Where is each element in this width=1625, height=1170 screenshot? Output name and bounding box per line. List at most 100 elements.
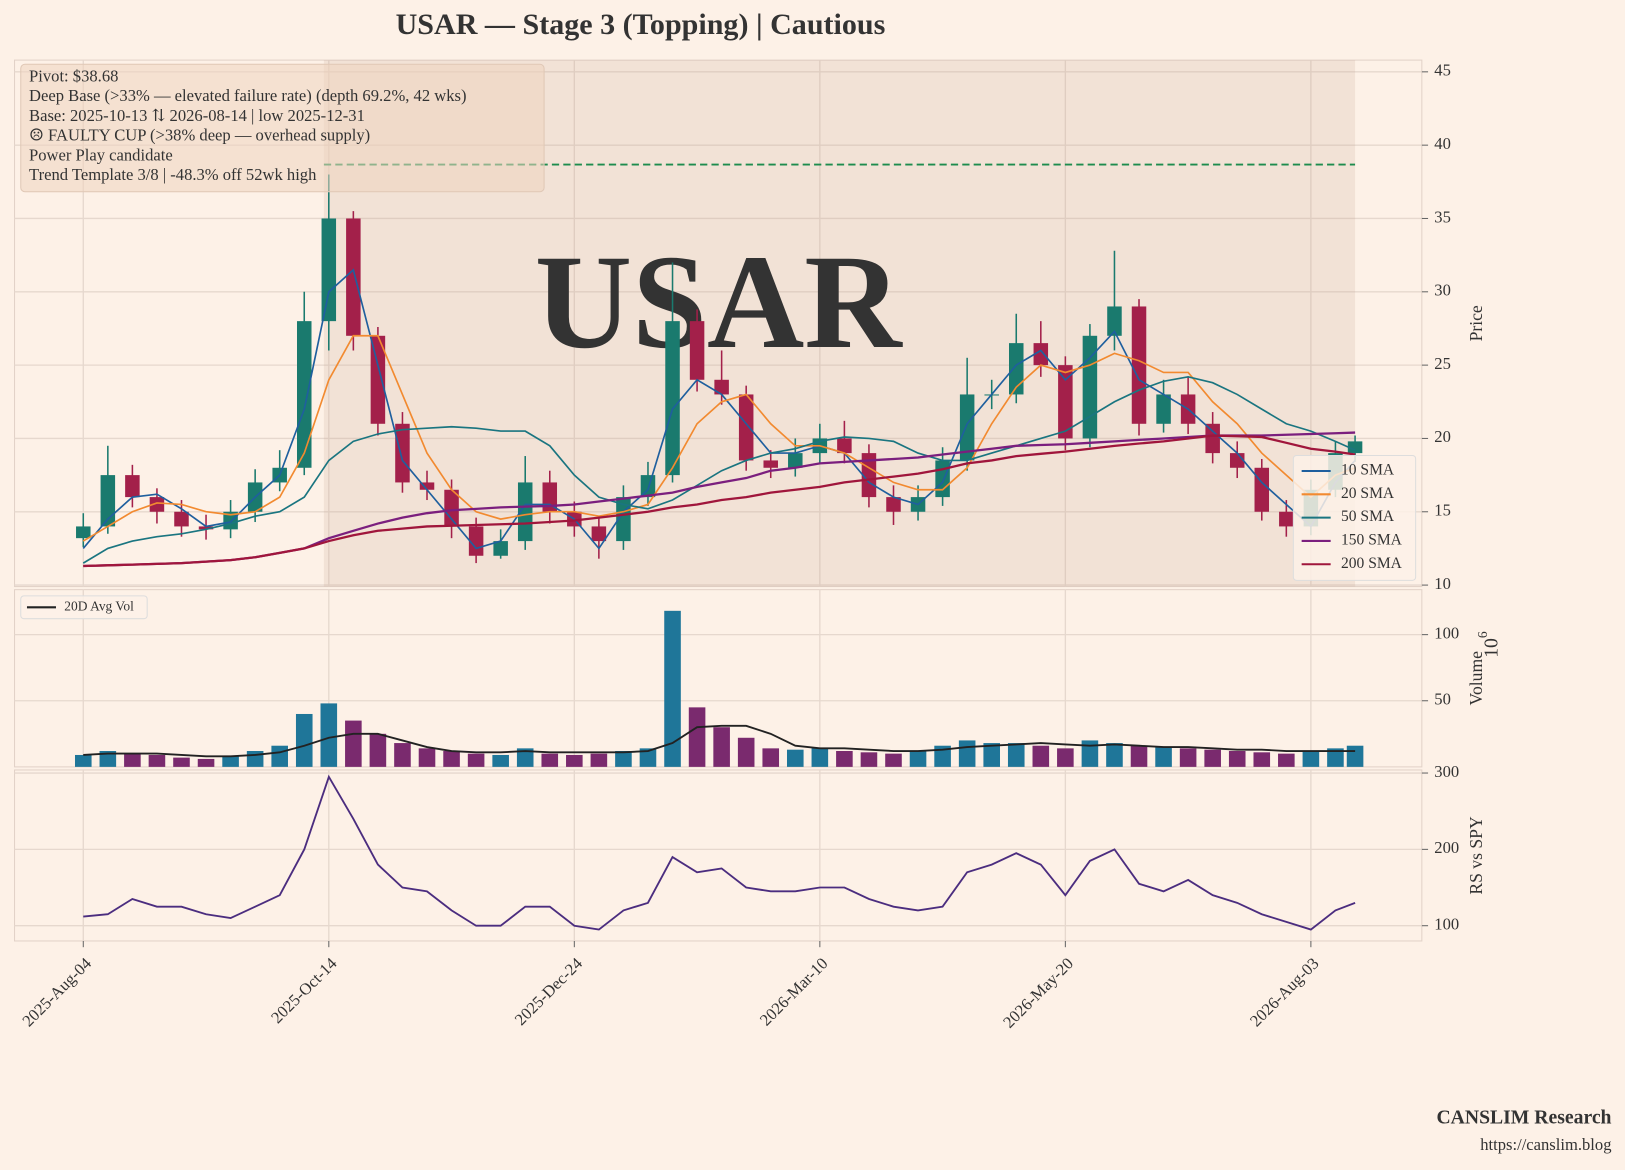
candle-body (76, 526, 91, 539)
candle-body (738, 394, 754, 461)
y-tick-label: 40 (1434, 134, 1451, 153)
y-tick-label: 30 (1434, 281, 1451, 300)
volume-bar (885, 753, 902, 767)
annotation-text: Trend Template 3/8 | -48.3% off 52wk hig… (29, 165, 317, 184)
volume-bar (1327, 748, 1344, 767)
candle-body (395, 423, 410, 483)
volume-bar (1130, 745, 1148, 767)
volume-bar (1278, 753, 1295, 767)
volume-bar (148, 754, 166, 767)
volume-bar (124, 753, 141, 767)
candle-body (1254, 467, 1270, 512)
candle-body (1279, 511, 1294, 527)
volume-bar (664, 610, 681, 767)
candle-body (444, 489, 459, 527)
volume-bar (173, 757, 190, 767)
volume-bar (443, 751, 460, 767)
volume-bar (394, 743, 411, 767)
y-tick-label: 100 (1434, 623, 1459, 642)
y-axis-label: Volume (1466, 651, 1486, 706)
legend-label: 20D Avg Vol (64, 598, 134, 613)
volume-bar (1346, 745, 1364, 767)
volume-bar (958, 740, 976, 767)
watermark: USAR (535, 228, 904, 377)
sma-line (82, 375, 1356, 564)
y-tick-label: 35 (1434, 207, 1451, 226)
y-axis-label: Price (1466, 305, 1486, 341)
annotation-box (20, 63, 545, 193)
candle-body (1156, 394, 1171, 424)
annotation-text: Power Play candidate (29, 145, 173, 164)
candle-body (1131, 306, 1147, 424)
volume-bar (222, 756, 239, 767)
candle-body (517, 482, 533, 542)
volume-bar (1106, 743, 1123, 767)
legend-label: 150 SMA (1341, 532, 1403, 549)
y-tick-label: 45 (1434, 61, 1451, 80)
sma-line (82, 334, 1356, 542)
y-tick-label: 50 (1434, 690, 1451, 709)
candle-body (419, 482, 435, 490)
candle-body (837, 438, 852, 454)
volume-bar (590, 753, 608, 767)
candle-body (174, 511, 189, 527)
candle-body (714, 379, 729, 395)
y-tick-label: 10 (1434, 574, 1451, 593)
volume-bar (1155, 747, 1172, 767)
candle-body (665, 321, 680, 476)
volume-bar (1007, 743, 1025, 767)
volume-bar (492, 754, 509, 767)
candle-body (198, 526, 214, 530)
volume-bar (786, 749, 804, 767)
candle-body (861, 453, 877, 498)
y-tick-label: 200 (1434, 838, 1459, 857)
candle-body (1009, 343, 1024, 395)
y-tick-label: 20 (1434, 427, 1451, 446)
volume-bar (1228, 751, 1246, 767)
legend-label: 10 SMA (1341, 462, 1395, 479)
volume-bar (811, 748, 829, 767)
legend-label: 20 SMA (1341, 485, 1395, 502)
candle-body (591, 526, 607, 542)
offset-base: 10 (1480, 638, 1502, 658)
volume-bar (836, 751, 853, 767)
avg-volume-line (83, 724, 1356, 758)
candle-body (125, 475, 140, 498)
volume-bar (369, 733, 387, 767)
volume-bar (541, 753, 559, 767)
volume-bar (246, 751, 264, 767)
volume-bar (688, 707, 706, 767)
volume-bar (197, 758, 215, 767)
volume-bar (909, 751, 927, 767)
y-tick-label: 300 (1434, 762, 1459, 781)
volume-bar (1302, 751, 1320, 767)
candle-body (1205, 423, 1220, 454)
footer-title: CANSLIM Research (1436, 1107, 1611, 1129)
volume-bar (74, 754, 92, 767)
volume-bar (345, 720, 362, 767)
volume-bar (762, 748, 780, 767)
legend-box (1292, 454, 1417, 581)
volume-bar (1057, 748, 1074, 767)
candle-body (935, 460, 950, 498)
annotation-text: ☹ FAULTY CUP (>38% deep — overhead suppl… (29, 126, 370, 145)
offset-text: 106 (1475, 631, 1502, 658)
volume-bar (639, 748, 657, 767)
volume-bar (99, 751, 117, 767)
volume-bar (983, 743, 1000, 767)
y-tick-label: 15 (1434, 501, 1451, 520)
volume-bar (860, 752, 878, 767)
volume-bar (713, 727, 730, 767)
plot-area (14, 769, 1423, 942)
volume-bar (1032, 745, 1050, 767)
candle-body (493, 541, 508, 556)
candle-body (689, 321, 705, 380)
candle-body (959, 394, 975, 461)
volume-bar (1204, 749, 1221, 767)
y-tick-label: 25 (1434, 354, 1451, 373)
volume-bar (615, 751, 632, 767)
sma-line (83, 434, 1356, 568)
candle-body (100, 475, 116, 527)
volume-bar (271, 745, 288, 767)
